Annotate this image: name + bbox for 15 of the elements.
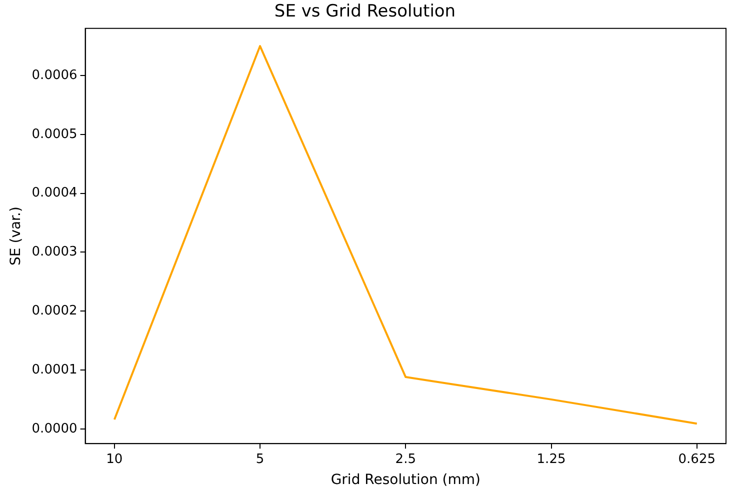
x-tick-label: 5 [256, 452, 264, 467]
y-axis-title: SE (var.) [8, 206, 24, 266]
y-tick-label: 0.0003 [32, 244, 78, 260]
x-tick-label: 0.625 [678, 452, 716, 467]
x-tick-label: 1.25 [536, 452, 566, 467]
y-tick-label: 0.0001 [32, 362, 78, 378]
x-axis-title: Grid Resolution (mm) [330, 472, 480, 488]
y-tick-label: 0.0004 [32, 186, 78, 201]
chart-title: SE vs Grid Resolution [274, 2, 456, 22]
y-tick-label: 0.0000 [32, 421, 78, 436]
y-tick-label: 0.0005 [32, 126, 78, 142]
x-tick-label: 2.5 [395, 452, 416, 467]
y-tick-label: 0.0006 [32, 68, 78, 83]
x-tick-label: 10 [106, 452, 123, 467]
y-tick-label: 0.0002 [32, 303, 78, 318]
